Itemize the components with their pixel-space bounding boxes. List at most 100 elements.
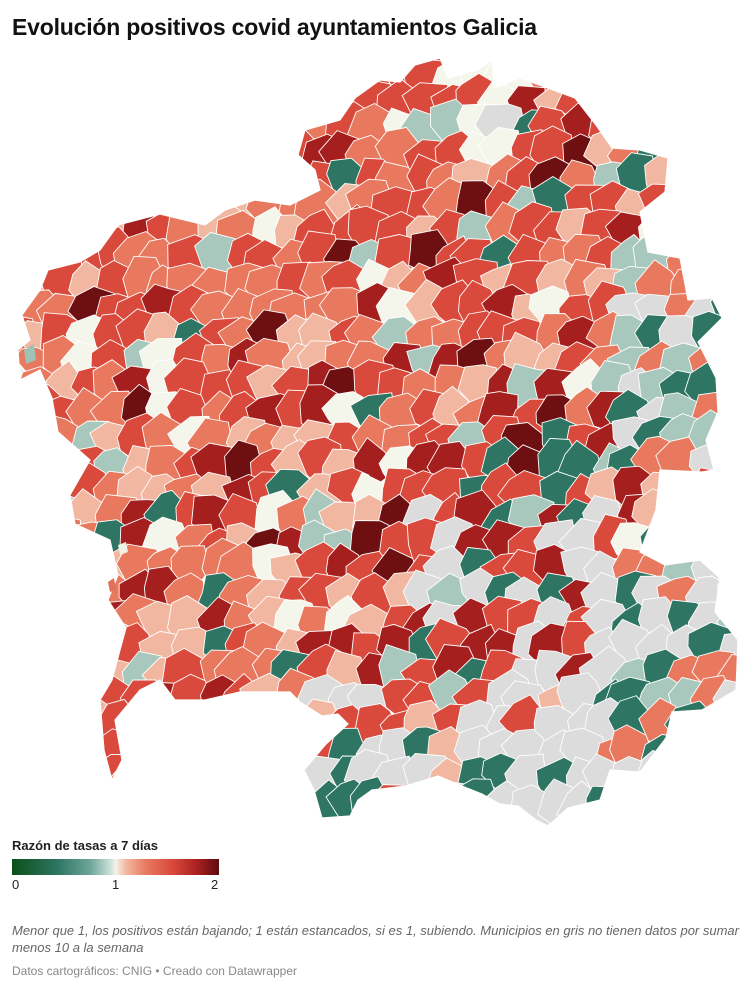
municipality-region[interactable] bbox=[641, 105, 682, 152]
municipality-region[interactable] bbox=[280, 704, 320, 751]
municipality-region[interactable] bbox=[35, 568, 81, 618]
municipality-region[interactable] bbox=[41, 206, 85, 253]
municipality-region[interactable] bbox=[115, 779, 159, 823]
municipality-region[interactable] bbox=[138, 787, 189, 830]
municipality-region[interactable] bbox=[639, 55, 690, 69]
municipality-region[interactable] bbox=[216, 110, 266, 154]
municipality-region[interactable] bbox=[643, 782, 688, 828]
municipality-region[interactable] bbox=[605, 55, 655, 99]
municipality-region[interactable] bbox=[194, 55, 247, 80]
municipality-region[interactable] bbox=[660, 732, 711, 777]
municipality-region[interactable] bbox=[169, 707, 217, 750]
municipality-region[interactable] bbox=[58, 757, 104, 799]
municipality-region[interactable] bbox=[16, 681, 64, 729]
municipality-region[interactable] bbox=[220, 694, 266, 745]
municipality-region[interactable] bbox=[690, 55, 734, 76]
municipality-cells[interactable] bbox=[0, 55, 756, 830]
municipality-region[interactable] bbox=[269, 722, 318, 770]
municipality-region[interactable] bbox=[662, 190, 706, 230]
galicia-map[interactable] bbox=[0, 55, 756, 830]
municipality-region[interactable] bbox=[248, 752, 290, 795]
municipality-region[interactable] bbox=[168, 757, 219, 805]
municipality-region[interactable] bbox=[0, 55, 31, 76]
municipality-region[interactable] bbox=[19, 707, 61, 757]
municipality-region[interactable] bbox=[10, 419, 59, 466]
municipality-region[interactable] bbox=[0, 735, 31, 783]
municipality-region[interactable] bbox=[713, 707, 756, 751]
municipality-region[interactable] bbox=[15, 570, 64, 618]
municipality-region[interactable] bbox=[13, 627, 56, 673]
municipality-region[interactable] bbox=[657, 85, 704, 132]
municipality-region[interactable] bbox=[188, 731, 241, 780]
municipality-region[interactable] bbox=[718, 73, 756, 124]
municipality-region[interactable] bbox=[12, 55, 66, 73]
municipality-region[interactable] bbox=[587, 79, 637, 126]
municipality-region[interactable] bbox=[40, 109, 84, 152]
municipality-region[interactable] bbox=[118, 157, 162, 205]
municipality-region[interactable] bbox=[40, 731, 90, 777]
municipality-region[interactable] bbox=[605, 99, 651, 147]
municipality-region[interactable] bbox=[13, 528, 58, 568]
municipality-region[interactable] bbox=[720, 160, 756, 202]
municipality-region[interactable] bbox=[502, 55, 547, 81]
municipality-region[interactable] bbox=[59, 123, 108, 170]
municipality-region[interactable] bbox=[18, 497, 64, 549]
municipality-region[interactable] bbox=[119, 55, 166, 78]
municipality-region[interactable] bbox=[245, 55, 297, 71]
municipality-region[interactable] bbox=[144, 55, 195, 92]
municipality-region[interactable] bbox=[585, 785, 631, 824]
municipality-region[interactable] bbox=[246, 704, 288, 747]
municipality-region[interactable] bbox=[143, 154, 195, 199]
municipality-region[interactable] bbox=[616, 83, 660, 132]
municipality-region[interactable] bbox=[714, 475, 756, 524]
municipality-region[interactable] bbox=[0, 754, 32, 803]
municipality-region[interactable] bbox=[587, 58, 636, 104]
municipality-region[interactable] bbox=[714, 209, 756, 257]
municipality-region[interactable] bbox=[0, 408, 31, 462]
municipality-region[interactable] bbox=[275, 55, 326, 66]
municipality-region[interactable] bbox=[690, 124, 738, 176]
municipality-region[interactable] bbox=[710, 438, 756, 491]
municipality-region[interactable] bbox=[18, 187, 60, 230]
municipality-region[interactable] bbox=[15, 55, 63, 99]
municipality-region[interactable] bbox=[0, 645, 27, 697]
municipality-region[interactable] bbox=[12, 105, 59, 149]
municipality-region[interactable] bbox=[306, 55, 350, 97]
municipality-region[interactable] bbox=[148, 701, 199, 745]
municipality-region[interactable] bbox=[33, 752, 83, 800]
municipality-region[interactable] bbox=[345, 55, 397, 73]
municipality-region[interactable] bbox=[401, 783, 450, 830]
municipality-region[interactable] bbox=[16, 463, 59, 511]
municipality-region[interactable] bbox=[687, 111, 738, 159]
municipality-region[interactable] bbox=[563, 55, 607, 72]
municipality-region[interactable] bbox=[665, 158, 709, 206]
municipality-region[interactable] bbox=[251, 733, 294, 774]
municipality-region[interactable] bbox=[11, 600, 56, 649]
municipality-region[interactable] bbox=[717, 522, 756, 566]
municipality-region[interactable] bbox=[0, 574, 32, 614]
municipality-region[interactable] bbox=[192, 778, 244, 827]
municipality-region[interactable] bbox=[714, 133, 756, 184]
municipality-region[interactable] bbox=[198, 704, 240, 748]
municipality-region[interactable] bbox=[11, 777, 60, 826]
municipality-region[interactable] bbox=[10, 134, 64, 178]
municipality-region[interactable] bbox=[0, 392, 26, 439]
municipality-region[interactable] bbox=[94, 155, 139, 202]
municipality-region[interactable] bbox=[93, 754, 140, 798]
municipality-region[interactable] bbox=[696, 702, 737, 751]
municipality-region[interactable] bbox=[246, 782, 294, 829]
municipality-region[interactable] bbox=[690, 232, 738, 276]
municipality-map-svg[interactable] bbox=[0, 55, 756, 830]
municipality-region[interactable] bbox=[244, 163, 289, 206]
municipality-region[interactable] bbox=[712, 413, 756, 467]
municipality-region[interactable] bbox=[687, 77, 732, 121]
municipality-region[interactable] bbox=[720, 371, 756, 417]
municipality-region[interactable] bbox=[304, 55, 349, 76]
municipality-region[interactable] bbox=[0, 80, 34, 127]
municipality-region[interactable] bbox=[694, 160, 738, 205]
municipality-region[interactable] bbox=[151, 726, 198, 769]
municipality-region[interactable] bbox=[0, 217, 25, 259]
municipality-region[interactable] bbox=[658, 212, 707, 260]
municipality-region[interactable] bbox=[642, 55, 686, 99]
municipality-region[interactable] bbox=[117, 55, 164, 100]
